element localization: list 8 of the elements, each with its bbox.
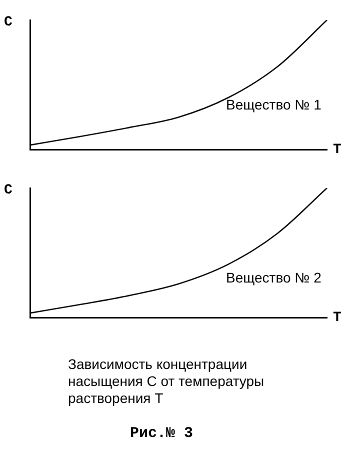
y-axis-title: C <box>4 182 13 199</box>
annotation: Вещество № 1 <box>226 96 322 112</box>
text: Зависимость концентрации насыщения С от температуры растворения Т <box>68 356 266 407</box>
annotation: Вещество № 2 <box>226 270 322 286</box>
text: Рис.№ 3 <box>130 425 194 442</box>
x-axis-title: T <box>333 310 342 326</box>
x-axis-title: T <box>333 142 342 158</box>
y-axis-title: C <box>4 14 13 31</box>
